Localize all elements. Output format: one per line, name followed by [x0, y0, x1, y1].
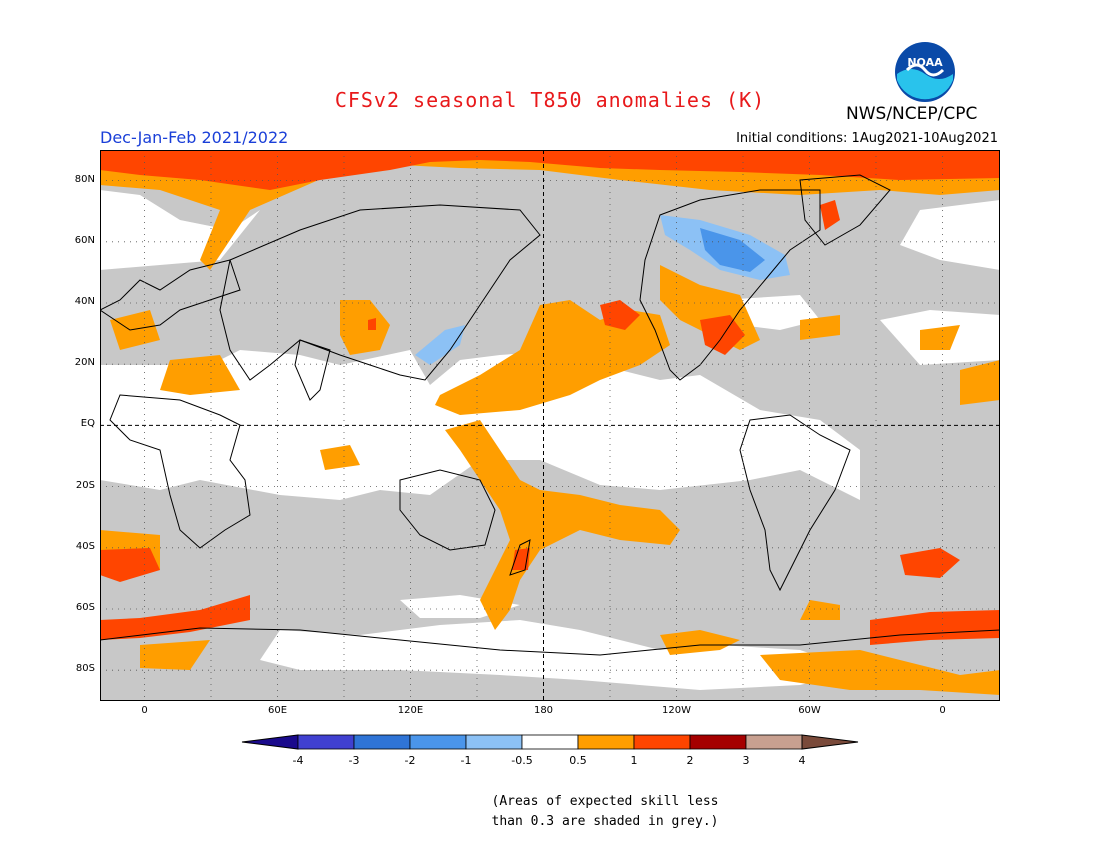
graticule: [100, 150, 1000, 701]
colorbar-tick-label: -2: [405, 754, 416, 767]
lon-label: 60W: [798, 705, 821, 716]
colorbar: -4 -3 -2 -1 -0.5 0.5 1 2 3 4: [241, 734, 859, 767]
colorbar-tick-label: 2: [687, 754, 694, 767]
equator-dateline: [100, 150, 1000, 701]
colorbar-tick-label: 4: [799, 754, 806, 767]
blue-anomaly-regions: [415, 215, 790, 365]
skill-note-line1: (Areas of expected skill less: [491, 794, 719, 809]
coastlines: [100, 174, 1000, 656]
red-anomaly-regions: [100, 150, 1000, 645]
lat-label: 40S: [75, 540, 95, 552]
colorbar-segment: [689, 734, 747, 750]
map-frame: [100, 150, 1000, 701]
lat-label: 40N: [74, 296, 95, 307]
colorbar-segment: [297, 734, 355, 750]
colorbar-segment: [353, 734, 411, 750]
lon-label: 120E: [397, 705, 424, 716]
lon-label: 0: [141, 705, 148, 716]
colorbar-tick-label: -4: [293, 754, 304, 767]
noaa-logo: NOAA: [893, 40, 957, 108]
colorbar-segment: [745, 734, 803, 750]
anomaly-map: [100, 150, 1000, 701]
initial-conditions-label: Initial conditions: 1Aug2021-10Aug2021: [736, 131, 998, 146]
colorbar-tick-label: 0.5: [569, 754, 587, 767]
lat-label: 20N: [74, 357, 95, 369]
lon-label: 0: [939, 705, 946, 716]
colorbar-tick-label: 1: [631, 754, 638, 767]
colorbar-segment: [633, 734, 691, 750]
lat-label: 80S: [75, 663, 95, 675]
colorbar-tick-label: 3: [743, 754, 750, 767]
lat-label: 80N: [74, 173, 95, 185]
colorbar-tick-label: -0.5: [511, 754, 532, 767]
colorbar-segment: [521, 734, 579, 750]
skill-note-line2: than 0.3 are shaded in grey.): [491, 814, 719, 829]
svg-text:NOAA: NOAA: [907, 56, 943, 69]
lon-label: 120W: [662, 705, 691, 716]
skill-note: (Areas of expected skill less than 0.3 a…: [440, 792, 770, 832]
colorbar-tick-label: -3: [349, 754, 360, 767]
lon-label: 180: [533, 705, 554, 716]
lon-label: 60E: [267, 705, 288, 716]
lat-label: 20S: [75, 479, 95, 491]
colorbar-arrow-low: [241, 734, 299, 750]
lat-label: 60N: [74, 234, 95, 246]
colorbar-segment: [577, 734, 635, 750]
chart-title: CFSv2 seasonal T850 anomalies (K): [334, 88, 766, 112]
colorbar-arrow-high: [801, 734, 859, 750]
lat-label: EQ: [80, 418, 95, 430]
colorbar-segment: [409, 734, 467, 750]
lat-label: 60S: [75, 602, 95, 613]
colorbar-segment: [465, 734, 523, 750]
season-label: Dec-Jan-Feb 2021/2022: [100, 128, 289, 147]
colorbar-tick-label: -1: [461, 754, 472, 767]
organization-label: NWS/NCEP/CPC: [846, 104, 978, 124]
